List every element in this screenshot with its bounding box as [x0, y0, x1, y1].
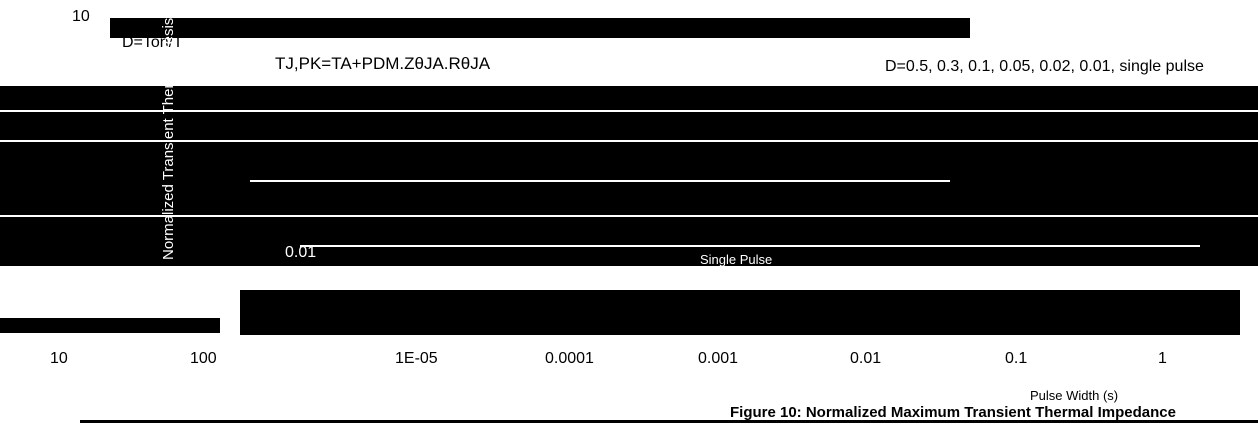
glitch-band: [110, 18, 970, 38]
glitch-line: [250, 180, 950, 182]
caption: Figure 10: Normalized Maximum Transient …: [730, 404, 1176, 421]
x-tick-label: 100: [190, 350, 217, 367]
glitch-line: [300, 245, 1200, 247]
glitch-line: [0, 140, 1258, 142]
rule: [80, 420, 1258, 423]
glitch-band: [0, 318, 220, 333]
duty-note: D=Ton/T: [122, 34, 183, 51]
glitch-line: [0, 110, 1258, 112]
x-tick-label: 0.1: [1005, 350, 1028, 367]
y-axis-title: Normalized Transient Thermal Resistance: [160, 0, 177, 260]
duty-list: D=0.5, 0.3, 0.1, 0.05, 0.02, 0.01, singl…: [885, 58, 1204, 75]
formula: TJ,PK=TA+PDM.ZθJA.RθJA: [275, 54, 491, 73]
x-tick-label: 1E-05: [395, 350, 438, 367]
x-tick-label: 0.01: [850, 350, 882, 367]
y-label: 10: [72, 8, 90, 25]
glitch-band: [240, 290, 1240, 335]
x-axis-title: Pulse Width (s): [1030, 388, 1119, 403]
glitch-band: [0, 86, 1258, 266]
x-tick-label: 0.001: [698, 350, 739, 367]
y-label: 0.001: [358, 322, 399, 339]
y-label: 0.01: [285, 244, 317, 261]
x-tick-label: 0.0001: [545, 350, 594, 367]
glitch-line: [0, 215, 1258, 217]
x-tick-label: 1: [1158, 350, 1167, 367]
single-pulse: Single Pulse: [700, 252, 773, 267]
x-tick-label: 10: [50, 350, 68, 367]
